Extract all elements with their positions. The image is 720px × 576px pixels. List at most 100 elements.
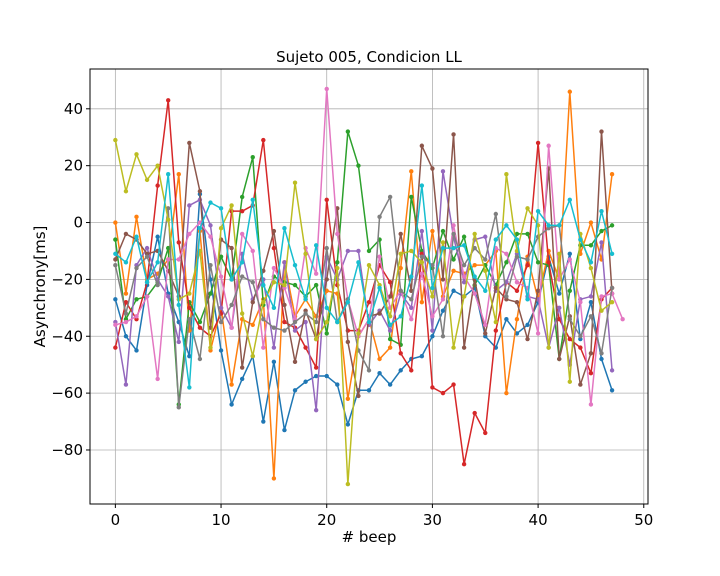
data-point: [218, 319, 224, 325]
data-point: [483, 430, 488, 436]
data-point: [609, 299, 615, 305]
y-tick-label: 0: [73, 214, 83, 232]
data-point: [525, 322, 530, 328]
data-point: [261, 345, 266, 350]
data-point: [430, 228, 435, 234]
data-point: [134, 214, 139, 220]
data-point: [440, 169, 446, 174]
data-point: [609, 251, 615, 256]
data-point: [504, 294, 509, 299]
data-point: [535, 331, 541, 336]
data-point: [187, 317, 192, 322]
data-point: [620, 317, 625, 322]
data-point: [229, 245, 234, 251]
data-point: [419, 228, 425, 234]
data-point: [525, 257, 530, 262]
data-point: [472, 231, 477, 237]
data-point: [409, 248, 414, 254]
data-point: [493, 285, 499, 291]
data-point: [461, 462, 467, 467]
data-point: [514, 317, 520, 322]
data-point: [546, 143, 551, 148]
data-point: [567, 288, 572, 293]
data-point: [567, 251, 572, 256]
data-point: [313, 243, 319, 248]
data-point: [261, 299, 266, 305]
data-point: [239, 365, 245, 370]
data-point: [345, 396, 351, 401]
data-point: [292, 328, 298, 333]
data-point: [176, 339, 181, 345]
data-point: [239, 376, 245, 382]
data-point: [345, 248, 351, 254]
data-point: [324, 373, 329, 379]
data-point: [271, 359, 277, 365]
data-point: [451, 245, 456, 251]
data-point: [409, 194, 414, 200]
data-point: [197, 356, 203, 362]
series-line: [114, 173, 613, 389]
data-point: [430, 385, 435, 390]
data-point: [208, 291, 213, 296]
data-point: [472, 245, 477, 251]
data-point: [419, 143, 425, 148]
data-point: [271, 345, 277, 350]
tick-layer: 0 10 20 30 40 50 −80 −60 −40 −20 0 20 40: [51, 100, 653, 529]
data-point: [356, 163, 361, 168]
data-point: [588, 294, 594, 299]
data-point: [546, 345, 551, 350]
data-point: [218, 348, 224, 353]
data-point: [514, 288, 520, 293]
data-point: [557, 317, 562, 322]
data-point: [292, 319, 298, 325]
data-point: [155, 282, 160, 288]
data-point: [356, 248, 361, 254]
data-point: [599, 308, 604, 313]
x-tick-label: 40: [529, 511, 548, 529]
data-point: [218, 226, 224, 231]
data-point: [472, 410, 477, 416]
data-point: [387, 322, 393, 328]
data-point: [430, 285, 435, 291]
data-point: [514, 231, 520, 237]
data-point: [599, 294, 604, 299]
data-point: [335, 231, 340, 237]
data-point: [123, 260, 129, 265]
data-point: [483, 331, 488, 336]
data-point: [366, 319, 372, 325]
data-point: [335, 265, 340, 271]
data-point: [514, 237, 520, 242]
data-point: [250, 197, 255, 202]
data-point: [419, 299, 425, 305]
data-point: [250, 154, 255, 160]
data-point: [144, 254, 150, 259]
data-point: [218, 274, 224, 279]
data-point: [366, 248, 372, 254]
data-point: [229, 325, 234, 330]
data-point: [525, 297, 530, 302]
data-point: [144, 245, 150, 251]
data-point: [218, 206, 224, 211]
x-axis-label: # beep: [342, 528, 397, 546]
x-tick-label: 20: [317, 511, 336, 529]
data-point: [578, 334, 583, 339]
y-tick-label: −40: [51, 327, 83, 345]
data-point: [514, 299, 520, 305]
data-point: [430, 294, 435, 299]
data-point: [123, 299, 129, 305]
data-point: [430, 314, 435, 319]
series-line: [114, 99, 613, 465]
data-point: [557, 356, 562, 362]
data-point: [461, 294, 467, 299]
data-point: [229, 302, 234, 308]
data-point: [292, 359, 298, 365]
data-point: [239, 311, 245, 316]
data-point: [261, 317, 266, 322]
data-point: [250, 248, 255, 254]
data-point: [239, 274, 245, 279]
chart-title: Sujeto 005, Condicion LL: [276, 48, 462, 66]
y-tick-label: −80: [51, 441, 83, 459]
data-point: [155, 234, 160, 239]
data-point: [134, 265, 139, 271]
data-point: [113, 257, 118, 262]
